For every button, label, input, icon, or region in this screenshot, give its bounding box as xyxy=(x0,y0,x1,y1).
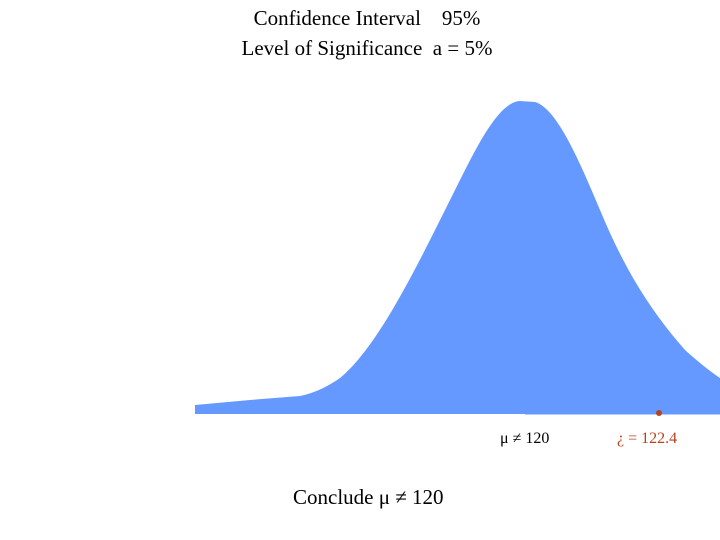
hypothesized-mean-label: μ ≠ 120 xyxy=(500,430,550,447)
sample-mean-marker xyxy=(656,410,662,416)
title-significance-level: Level of Significance a = 5% xyxy=(241,36,493,60)
conclusion-text: Conclude μ ≠ 120 xyxy=(293,485,444,509)
distribution-curve-area xyxy=(195,101,720,414)
title-confidence-interval: Confidence Interval 95% xyxy=(253,6,481,30)
sample-mean-label: ¿ = 122.4 xyxy=(617,430,678,447)
